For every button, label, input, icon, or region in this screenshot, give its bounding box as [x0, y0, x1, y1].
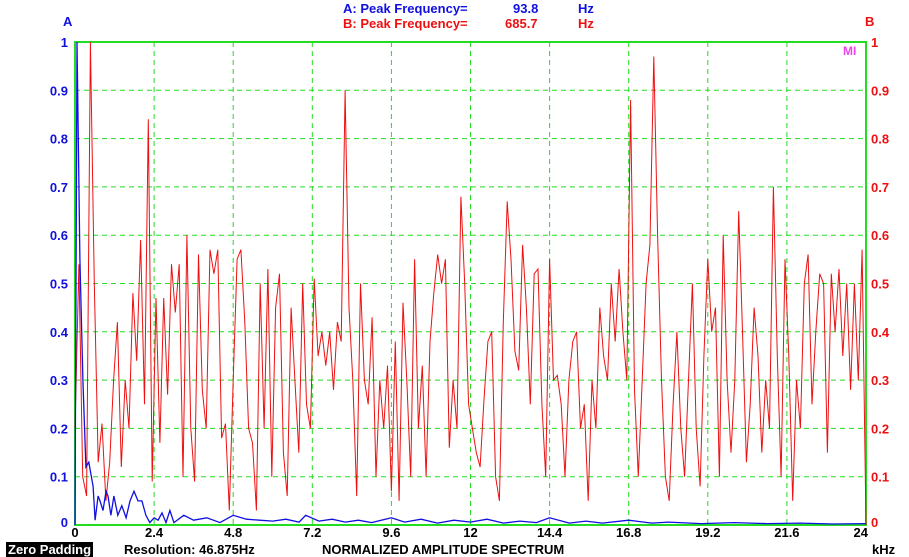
right-y-tick-label: 0.2	[871, 421, 889, 436]
left-y-tick-label: 0.1	[50, 470, 68, 485]
right-y-tick-label: 1	[871, 35, 878, 50]
left-y-tick-label: 0.4	[50, 325, 69, 340]
x-tick-label: 21.6	[774, 525, 799, 540]
peak-a-label: A: Peak Frequency=	[343, 1, 468, 16]
left-y-tick-label: 0	[61, 515, 68, 530]
x-tick-label: 2.4	[145, 525, 164, 540]
series-b-line	[74, 41, 867, 526]
peak-a-value: 93.8	[513, 1, 539, 16]
mi-logo: MI	[843, 44, 857, 58]
x-tick-label: 9.6	[382, 525, 400, 540]
right-y-tick-label: 0.9	[871, 83, 889, 98]
peak-b-value: 685.7	[505, 16, 538, 31]
x-tick-label: 7.2	[303, 525, 321, 540]
right-y-tick-label: 0.7	[871, 180, 889, 195]
x-axis-unit: kHz	[872, 542, 896, 557]
right-y-tick-label: 0.1	[871, 470, 889, 485]
x-tick-label: 19.2	[695, 525, 720, 540]
right-y-tick-label: 0.8	[871, 132, 889, 147]
x-tick-label: 0	[71, 525, 78, 540]
right-y-tick-label: 0.3	[871, 373, 889, 388]
peak-b-label: B: Peak Frequency=	[343, 16, 468, 31]
x-tick-label: 24	[854, 525, 869, 540]
series-a-line	[74, 41, 867, 526]
right-y-tick-label: 0	[871, 515, 878, 530]
left-y-tick-label: 0.3	[50, 373, 68, 388]
left-y-tick-label: 0.9	[50, 83, 68, 98]
left-y-tick-label: 0.6	[50, 228, 68, 243]
left-y-tick-label: 0.7	[50, 180, 68, 195]
plot-border	[74, 41, 867, 526]
right-y-tick-label: 0.5	[871, 277, 889, 292]
right-y-tick-label: 0.6	[871, 228, 889, 243]
x-tick-label: 12	[463, 525, 477, 540]
left-y-tick-label: 0.2	[50, 421, 68, 436]
chart-title: NORMALIZED AMPLITUDE SPECTRUM	[322, 542, 565, 557]
left-y-tick-label: 1	[61, 35, 68, 50]
zero-padding-badge: Zero Padding	[6, 542, 94, 557]
x-tick-label: 16.8	[616, 525, 641, 540]
left-y-tick-label: 0.8	[50, 132, 68, 147]
peak-a-unit: Hz	[578, 1, 594, 16]
left-y-tick-label: 0.5	[50, 277, 68, 292]
resolution-text: Resolution: 46.875Hz	[124, 542, 255, 557]
x-tick-label: 14.4	[537, 525, 563, 540]
right-axis-name: B	[865, 14, 875, 29]
right-y-tick-label: 0.4	[871, 325, 890, 340]
x-tick-label: 4.8	[224, 525, 242, 540]
left-axis-name: A	[63, 14, 73, 29]
peak-b-unit: Hz	[578, 16, 594, 31]
